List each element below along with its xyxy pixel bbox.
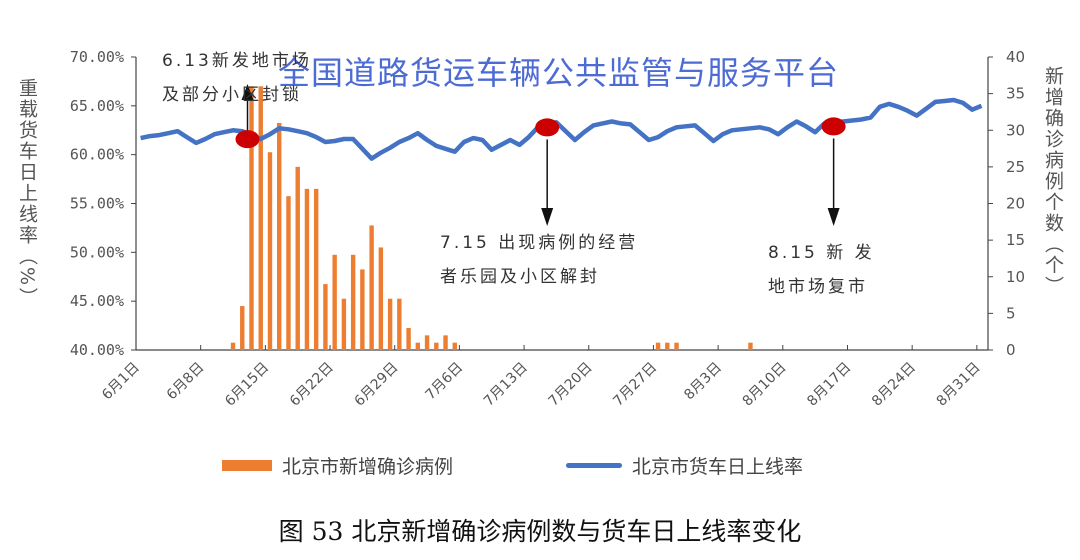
bar-7-04 xyxy=(443,335,448,350)
bar-7-03 xyxy=(434,342,439,350)
y-tick-label-left: 50.00% xyxy=(70,243,124,261)
bar-6-18 xyxy=(295,166,300,350)
x-tick-label: 8月10日 xyxy=(740,360,790,410)
bar-7-02 xyxy=(424,335,430,350)
bar-6-25 xyxy=(360,269,365,350)
bar-6-19 xyxy=(304,188,310,350)
y-tick-label-right: 25 xyxy=(1006,158,1025,176)
bar-6-30 xyxy=(406,328,411,350)
annotation-line: 7.15 出现病例的经营 xyxy=(440,233,639,253)
x-tick-label: 8月31日 xyxy=(934,360,984,410)
annotation-arrow-head xyxy=(827,208,840,226)
y-axis-right-label: 新增确诊病例个数（个） xyxy=(1042,66,1064,297)
bar-6-20 xyxy=(313,188,319,350)
bar-6-13 xyxy=(249,86,254,351)
bar-7-27 xyxy=(655,342,661,350)
annotation-6-13: 6.13新发地市场 及部分小区封锁 xyxy=(162,44,312,112)
y-tick-label-left: 45.00% xyxy=(70,292,124,310)
legend-label: 北京市货车日上线率 xyxy=(632,456,804,478)
bar-6-17 xyxy=(286,196,291,350)
y-tick-label-right: 20 xyxy=(1006,195,1025,213)
x-tick-label: 7月6日 xyxy=(423,360,467,404)
bar-6-11 xyxy=(230,342,236,350)
bar-6-29 xyxy=(397,298,402,350)
bar-6-12 xyxy=(240,306,245,350)
x-tick-label: 6月29日 xyxy=(352,360,402,410)
y-tick-label-right: 40 xyxy=(1006,48,1025,66)
y-tick-label-right: 0 xyxy=(1006,341,1016,359)
bar-6-26 xyxy=(369,225,374,350)
annotation-line: 者乐园及小区解封 xyxy=(440,267,600,287)
x-tick-label: 8月3日 xyxy=(681,360,725,404)
annotation-8-15: 8.15 新 发 地市场复市 xyxy=(768,236,875,304)
y-tick-label-left: 60.00% xyxy=(70,146,124,164)
x-tick-label: 7月27日 xyxy=(610,360,660,410)
bar-6-28 xyxy=(387,298,393,350)
annotation-7-15: 7.15 出现病例的经营 者乐园及小区解封 xyxy=(440,226,638,294)
bar-6-23 xyxy=(341,298,347,350)
annotation-marker-6-13 xyxy=(235,130,260,149)
annotation-marker-8-15 xyxy=(821,117,846,136)
legend-label: 北京市新增确诊病例 xyxy=(282,456,454,478)
x-tick-label: 8月17日 xyxy=(804,360,854,410)
bar-7-29 xyxy=(674,342,679,350)
y-tick-label-right: 30 xyxy=(1006,121,1025,139)
y-tick-label-left: 55.00% xyxy=(70,195,124,213)
bar-6-14 xyxy=(258,86,263,351)
figure-caption: 图 53 北京新增确诊病例数与货车日上线率变化 xyxy=(278,517,802,546)
legend-swatch-bar xyxy=(222,460,272,471)
y-tick-label-left: 40.00% xyxy=(70,341,124,359)
x-tick-label: 7月20日 xyxy=(546,360,596,410)
y-tick-label-right: 5 xyxy=(1006,304,1016,322)
x-tick-label: 8月24日 xyxy=(869,360,919,410)
y-axis-left-label: 重载货车日上线率（%） xyxy=(16,78,38,309)
y-tick-label-left: 70.00% xyxy=(70,48,124,66)
legend-swatch-line xyxy=(566,463,622,468)
y-tick-label-right: 15 xyxy=(1006,231,1025,249)
bar-6-22 xyxy=(332,254,337,350)
bar-6-21 xyxy=(323,284,328,350)
y-tick-label-right: 35 xyxy=(1006,85,1025,103)
annotation-line: 6.13新发地市场 xyxy=(162,51,312,71)
bar-8-06 xyxy=(748,342,753,350)
bar-6-27 xyxy=(378,247,384,350)
bar-6-16 xyxy=(277,122,282,350)
y-tick-label-right: 10 xyxy=(1006,268,1025,286)
x-tick-label: 6月1日 xyxy=(99,360,143,404)
bar-6-24 xyxy=(350,254,356,350)
bar-7-28 xyxy=(665,342,670,350)
bar-6-15 xyxy=(267,152,273,350)
annotation-marker-7-15 xyxy=(535,118,560,137)
annotation-arrow-head xyxy=(541,208,554,226)
y-tick-label-left: 65.00% xyxy=(70,97,124,115)
annotation-line: 地市场复市 xyxy=(768,277,868,297)
legend-item-line: 北京市货车日上线率 xyxy=(566,452,803,479)
annotation-line: 及部分小区封锁 xyxy=(162,85,302,105)
x-tick-label: 7月13日 xyxy=(481,360,531,410)
bar-7-05 xyxy=(452,342,457,350)
annotation-line: 8.15 新 发 xyxy=(768,243,875,263)
bar-7-01 xyxy=(415,342,421,350)
annotation-arrow-head xyxy=(241,84,254,100)
x-tick-label: 6月8日 xyxy=(164,360,208,404)
x-tick-label: 6月22日 xyxy=(287,360,337,410)
x-tick-label: 6月15日 xyxy=(222,360,272,410)
watermark: 全国道路货运车辆公共监管与服务平台 xyxy=(278,54,840,92)
legend-item-bar: 北京市新增确诊病例 xyxy=(222,452,453,479)
